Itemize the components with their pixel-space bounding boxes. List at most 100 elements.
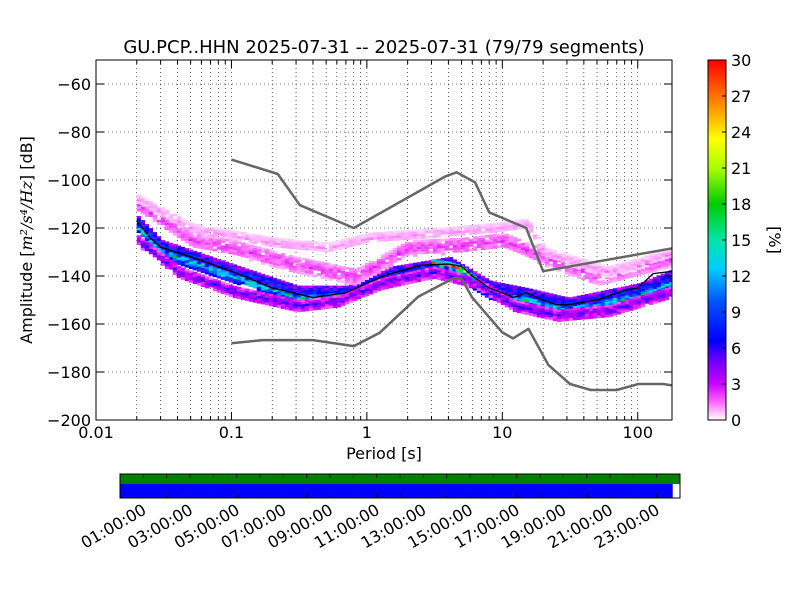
density-cell [492,292,498,296]
density-cell [284,304,290,308]
density-cell [456,245,462,248]
density-cell [136,240,142,243]
density-cell [532,245,538,249]
density-cell [208,282,214,286]
psd-plot-area: 0.01 0.1 1 10 100 −60−80−100−120−140−160−180… [47,59,673,442]
density-cell [632,271,638,275]
coverage-blue-bar [120,484,673,498]
density-cell [140,209,146,212]
density-cell [636,300,642,304]
density-cell [636,260,642,263]
density-cell [392,255,398,258]
x-tick-label: 0.01 [78,423,114,442]
density-cell [524,242,530,245]
density-cell [352,298,358,301]
density-cell [596,303,602,307]
density-cell [624,302,630,305]
density-cell [236,275,242,279]
density-cell [572,312,578,316]
density-cell [612,303,618,306]
density-cell [276,305,282,309]
density-cell [580,316,586,320]
density-cell [668,282,672,285]
density-cell [220,238,226,241]
density-cell [180,225,186,228]
colorbar-tick-label: 24 [731,123,751,142]
density-cell [584,271,590,275]
density-cell [404,268,410,272]
density-cell [660,252,666,256]
density-cell [216,230,222,233]
density-cell [580,270,586,273]
density-cell [512,227,518,231]
density-cell [467,270,472,274]
density-cell [308,245,314,249]
density-cell [204,242,210,246]
density-cell [512,244,518,248]
density-cell [168,227,174,231]
density-cell [176,255,182,258]
density-cell [352,278,358,281]
density-cell [320,264,326,268]
density-cell [164,225,170,228]
density-cell [660,273,666,277]
density-cell [332,264,338,268]
density-cell [596,280,602,284]
density-cell [196,231,202,235]
density-cell [656,263,662,266]
density-cell [332,285,338,289]
density-cell [264,295,270,299]
density-cell [488,236,494,240]
density-cell [256,291,262,294]
density-cell [232,266,238,270]
density-cell [352,282,358,286]
density-cell [148,240,154,243]
density-cell [336,288,342,291]
density-cell [536,310,542,313]
density-cell [384,261,390,265]
density-cell [256,256,262,259]
density-cell [172,213,178,217]
density-cell [368,267,374,271]
density-cell [476,224,482,227]
density-cell [568,306,574,310]
density-cell [200,281,206,285]
density-cell [212,243,218,247]
density-cell [180,256,186,260]
density-cell [632,299,638,303]
density-cell [652,253,658,256]
density-cell [572,298,578,302]
density-cell [432,276,438,279]
density-cell [324,285,330,289]
density-cell [451,262,456,266]
density-cell [252,278,258,282]
density-cell [528,305,534,309]
density-cell [624,266,630,269]
density-cell [604,292,610,296]
density-cell [540,315,546,319]
density-cell [556,256,562,259]
density-cell [648,285,654,289]
density-cell [348,297,354,301]
density-band [136,196,672,286]
density-cell [268,244,274,247]
density-cell [340,290,346,294]
density-cell [200,236,206,240]
density-cell [188,224,194,228]
density-cell [444,271,450,275]
density-cell [320,249,326,252]
density-cell [344,278,350,282]
density-cell [432,227,438,231]
density-cell [572,296,578,300]
density-cell [576,310,582,313]
density-cell [320,276,326,280]
density-cell [516,303,522,306]
density-cell [316,307,322,310]
density-cell [332,240,338,244]
density-cell [528,288,534,292]
density-cell [240,242,246,246]
density-cell [292,299,298,302]
density-cell [664,253,670,257]
density-cell [196,273,202,276]
density-cell [512,304,518,308]
